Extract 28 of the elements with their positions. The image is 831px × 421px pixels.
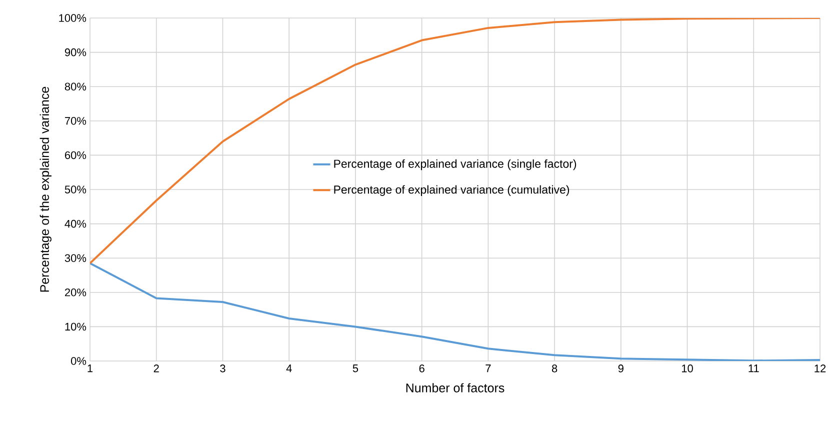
x-tick-label: 12 bbox=[814, 364, 826, 372]
legend-label: Percentage of explained variance (cumulative) bbox=[334, 185, 570, 196]
x-tick-label: 5 bbox=[352, 364, 358, 372]
y-tick-label: 0% bbox=[70, 357, 86, 365]
x-tick-label: 11 bbox=[748, 364, 759, 372]
x-tick-label: 6 bbox=[419, 364, 424, 372]
x-axis-title: Number of factors bbox=[406, 383, 504, 392]
y-tick-label: 70% bbox=[65, 117, 86, 125]
x-tick-label: 10 bbox=[682, 364, 693, 372]
x-tick-label: 9 bbox=[618, 364, 624, 372]
x-tick-label: 2 bbox=[154, 364, 159, 372]
legend-label: Percentage of explained variance (single factor) bbox=[334, 159, 576, 170]
x-tick-label: 1 bbox=[88, 364, 93, 372]
x-tick-label: 8 bbox=[552, 364, 558, 372]
y-tick-label: 90% bbox=[64, 48, 86, 56]
y-tick-label: 60% bbox=[65, 151, 86, 160]
y-tick-label: 80% bbox=[64, 82, 86, 90]
y-axis-title: Percentage of the explained variance bbox=[40, 86, 52, 292]
y-tick-label: 10% bbox=[65, 322, 86, 331]
y-tick-label: 30% bbox=[64, 254, 86, 262]
x-tick-label: 7 bbox=[486, 364, 491, 372]
y-tick-label: 100% bbox=[59, 14, 86, 22]
x-tick-label: 3 bbox=[220, 364, 226, 372]
y-tick-label: 50% bbox=[64, 186, 86, 194]
line-series bbox=[90, 262, 820, 361]
x-tick-label: 4 bbox=[286, 364, 292, 372]
y-tick-label: 20% bbox=[65, 288, 86, 296]
y-tick-label: 40% bbox=[64, 220, 86, 228]
